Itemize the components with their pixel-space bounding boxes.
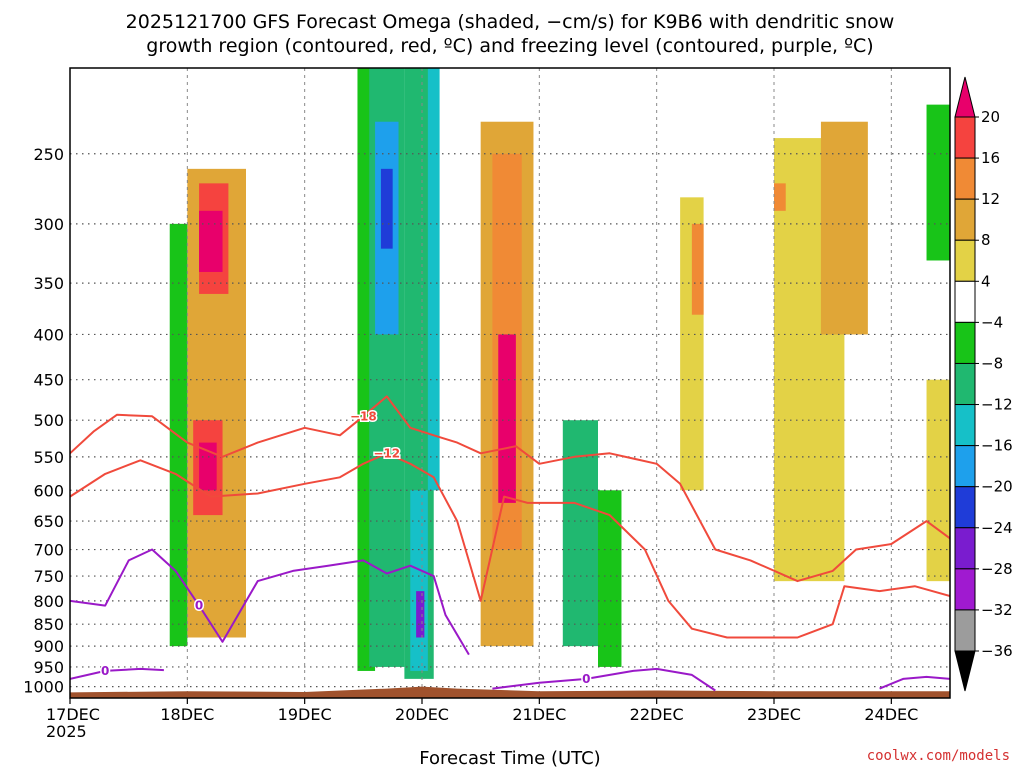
omega-cell: [498, 334, 516, 503]
omega-cell: [598, 490, 622, 667]
freezing-contour: [70, 548, 470, 656]
colorbar-box: [954, 198, 976, 241]
y-tick-label: 350: [33, 274, 64, 293]
x-axis-ticks: 17DEC 18DEC 19DEC 20DEC 21DEC 22DEC 23DEC 24DEC: [46, 698, 918, 724]
freezing-contour-label: 0: [195, 599, 203, 613]
colorbar-box: [954, 568, 976, 611]
dgz-contour: [70, 395, 950, 583]
omega-cell: [416, 591, 425, 638]
chart-title-line1: 2025121700 GFS Forecast Omega (shaded, −…: [126, 11, 895, 33]
x-axis-label: Forecast Time (UTC): [419, 748, 600, 768]
colorbar-box: [954, 609, 976, 652]
y-tick-label: 750: [33, 567, 64, 586]
colorbar-box: [954, 321, 976, 364]
y-tick-label: 850: [33, 615, 64, 634]
dgz-contour-label: −18: [350, 409, 377, 423]
colorbar-box: [954, 239, 976, 282]
omega-cell: [926, 379, 950, 582]
colorbar-box: [954, 280, 976, 323]
x-axis-year: 2025: [46, 722, 87, 741]
colorbar-label: −36: [981, 642, 1013, 660]
plot-frame: [69, 67, 951, 699]
y-tick-label: 650: [33, 512, 64, 531]
omega-cell: [199, 442, 217, 491]
colorbar-label: −12: [981, 396, 1013, 414]
x-tick-label: 19DEC: [278, 705, 332, 724]
x-tick-label: 21DEC: [512, 705, 566, 724]
y-tick-label: 500: [33, 411, 64, 430]
colorbar-label: 12: [981, 190, 1000, 208]
freezing-contour: [879, 675, 950, 690]
omega-cell: [410, 490, 428, 671]
y-tick-label: 700: [33, 541, 64, 560]
freezing-contour: [492, 667, 716, 692]
terrain-fill: [70, 686, 950, 698]
y-tick-label: 600: [33, 481, 64, 500]
y-tick-label: 300: [33, 215, 64, 234]
x-tick-label: 22DEC: [630, 705, 684, 724]
freezing-contour: [70, 667, 164, 680]
colorbar-label: −16: [981, 437, 1013, 455]
omega-cell: [820, 121, 868, 335]
colorbar: 20 16 12 8 4 −4 −8 −12 −16 −20 −24 −28 −32 −36: [954, 76, 1013, 692]
colorbar-box: [954, 445, 976, 488]
x-tick-label: 23DEC: [747, 705, 801, 724]
omega-cell: [427, 68, 440, 491]
chart-title-line2: growth region (contoured, red, ºC) and f…: [146, 35, 873, 57]
y-tick-label: 900: [33, 637, 64, 656]
omega-shading: [169, 68, 950, 679]
colorbar-box: [954, 362, 976, 406]
colorbar-label: −4: [981, 313, 1003, 331]
y-tick-label: 550: [33, 448, 64, 467]
y-tick-label: 400: [33, 325, 64, 344]
colorbar-label: 20: [981, 108, 1000, 126]
colorbar-label: −20: [981, 478, 1013, 496]
dgz-contour-label: −12: [373, 446, 400, 460]
plot-area: −18 −12 0 0 0: [69, 67, 951, 699]
omega-cell: [199, 210, 223, 272]
grid-lines: [70, 68, 950, 698]
colorbar-label: 16: [981, 149, 1000, 167]
omega-cell: [774, 183, 786, 211]
colorbar-label: 4: [981, 272, 991, 290]
x-tick-label: 24DEC: [864, 705, 918, 724]
omega-cell: [926, 104, 950, 261]
colorbar-box: [954, 527, 976, 570]
x-tick-label: 20DEC: [395, 705, 449, 724]
colorbar-label: −32: [981, 601, 1013, 619]
y-tick-label: 450: [33, 371, 64, 390]
dgz-contour: [70, 452, 950, 639]
omega-cell: [691, 223, 704, 315]
colorbar-box: [954, 157, 976, 200]
colorbar-label: −8: [981, 354, 1003, 372]
credit-text: coolwx.com/models: [867, 748, 1010, 764]
colorbar-label: −28: [981, 560, 1013, 578]
x-tick-label: 17DEC: [46, 705, 100, 724]
y-tick-label: 800: [33, 592, 64, 611]
colorbar-bottom-triangle: [954, 650, 976, 692]
freezing-contour-label: 0: [101, 664, 109, 678]
colorbar-box: [954, 116, 976, 159]
colorbar-label: −24: [981, 519, 1013, 537]
y-axis-ticks: 250 300 350 400 450 500 550 600 650 700 750 800 850 9…: [23, 145, 64, 697]
colorbar-box: [954, 486, 976, 529]
terrain-surface: [70, 686, 950, 698]
omega-cell: [380, 168, 393, 249]
y-tick-label: 250: [33, 145, 64, 164]
contour-lines: −18 −12 0 0 0: [70, 395, 950, 692]
freezing-contour-label: 0: [582, 672, 590, 686]
x-tick-label: 18DEC: [160, 705, 214, 724]
colorbar-label: 8: [981, 231, 991, 249]
y-tick-label: 1000: [23, 678, 64, 697]
y-tick-label: 950: [33, 658, 64, 677]
colorbar-box: [954, 404, 976, 447]
